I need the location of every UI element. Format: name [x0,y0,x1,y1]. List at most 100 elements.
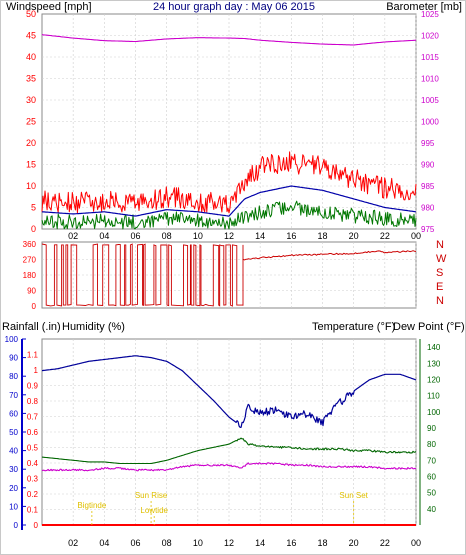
windspeed-axis-title: Windspeed [mph] [6,1,92,13]
rainfall-tick: 0 [34,521,39,530]
barometer-tick: 990 [421,161,435,170]
wind-x-tick: 10 [193,231,203,241]
barometer-tick: 1005 [421,96,439,105]
compass-label: E [436,281,443,293]
wind-x-tick: 22 [380,231,390,241]
rainfall-tick: 0.9 [27,382,39,391]
humidity-tick: 90 [9,354,18,363]
weather-x-tick: 20 [349,538,359,548]
windspeed-tick: 50 [26,9,36,19]
rainfall-tick: 0.7 [27,413,39,422]
temperature-tick: 60 [427,472,436,481]
wind-x-tick: 06 [130,231,140,241]
humidity-tick: 50 [9,428,18,437]
humidity-tick: 0 [14,521,19,530]
rainfall-tick: 0.5 [27,444,39,453]
compass-label: N [436,239,444,251]
wind-average-line [41,185,417,217]
humidity-tick: 10 [9,502,18,511]
barometer-tick: 975 [421,225,435,234]
weather-x-tick: 06 [130,538,140,548]
temperature-tick: 130 [427,359,441,368]
wind-x-tick-labels: 02 04 06 08 10 12 14 16 18 20 22 00 [68,231,421,241]
wind-x-tick: 14 [255,231,265,241]
compass-label: N [436,295,444,307]
windspeed-tick: 15 [26,160,36,170]
weather-x-tick: 14 [255,538,265,548]
windspeed-tick: 20 [26,138,36,148]
weather-x-tick: 04 [99,538,109,548]
weather-series [41,355,417,526]
event-label: Sun Rise [135,491,168,500]
event-label: Bigtinde [77,501,106,510]
windspeed-tick: 5 [31,203,36,213]
temperature-tick: 80 [427,440,436,449]
rainfall-tick: 0.1 [27,506,39,515]
barometer-tick: 985 [421,182,435,191]
rainfall-tick: 0.6 [27,428,39,437]
compass-label: W [436,253,447,265]
humidity-tick: 70 [9,391,18,400]
wind-x-tick: 00 [411,231,421,241]
humidity-tick: 20 [9,484,18,493]
windspeed-tick: 35 [26,74,36,84]
rainfall-tick: 1.1 [27,351,39,360]
humidity-tick: 100 [5,335,19,344]
weather-x-tick: 16 [286,538,296,548]
compass-label: S [436,267,443,279]
barometer-tick: 995 [421,139,435,148]
weather-gridlines [22,338,417,526]
barometer-tick: 1000 [421,118,439,127]
dewpoint-axis-title: Dew Point (°F) [393,321,465,333]
barometer-axis-title: Barometer [mb] [386,1,462,13]
barometer-tick-labels: 1025 1020 1015 1010 1005 1000 995 990 985 980 975 [421,10,439,234]
wind-series [41,34,417,230]
barometer-tick: 980 [421,204,435,213]
wind-x-tick: 16 [286,231,296,241]
wind-x-tick: 18 [317,231,327,241]
temperature-line [41,437,417,465]
rainfall-tick: 0.8 [27,397,39,406]
humidity-tick: 30 [9,465,18,474]
barometer-tick: 1025 [421,10,439,19]
weather-x-tick: 02 [68,538,78,548]
temperature-tick: 90 [427,424,436,433]
temperature-tick: 100 [427,408,441,417]
barometer-line [41,34,417,46]
direction-tick: 180 [23,271,37,280]
temperature-tick-labels: 140 130 120 110 100 90 80 70 60 50 40 [427,343,441,514]
rainfall-tick: 0.4 [27,459,39,468]
temperature-tick: 50 [427,489,436,498]
windspeed-tick: 40 [26,52,36,62]
weather-x-tick: 00 [411,538,421,548]
direction-erratic-line [41,243,244,307]
temperature-tick: 110 [427,392,440,401]
temperature-axis-title: Temperature (°F) [312,321,395,333]
windspeed-tick: 10 [26,181,36,191]
barometer-tick: 1010 [421,75,439,84]
wind-x-tick: 04 [99,231,109,241]
windspeed-tick: 45 [26,31,36,41]
rainfall-tick: 0.2 [27,490,39,499]
weather-x-tick: 10 [193,538,203,548]
humidity-tick: 40 [9,447,18,456]
humidity-axis-title: Humidity (%) [62,321,125,333]
windspeed-line [41,151,417,214]
barometer-tick: 1015 [421,53,439,62]
windspeed-tick: 30 [26,95,36,105]
temperature-tick: 140 [427,343,441,352]
wind-x-tick: 12 [224,231,234,241]
event-label: Lowtide [140,506,168,515]
wind-plot-area [41,13,417,230]
weather-x-tick-labels: 02 04 06 08 10 12 14 16 18 20 22 00 [68,538,421,548]
weather-x-tick: 18 [317,538,327,548]
direction-tick-labels: 360 270 180 90 0 [23,240,37,311]
rainfall-tick: 1 [34,366,39,375]
weather-x-tick: 22 [380,538,390,548]
windspeed-tick: 25 [26,117,36,127]
